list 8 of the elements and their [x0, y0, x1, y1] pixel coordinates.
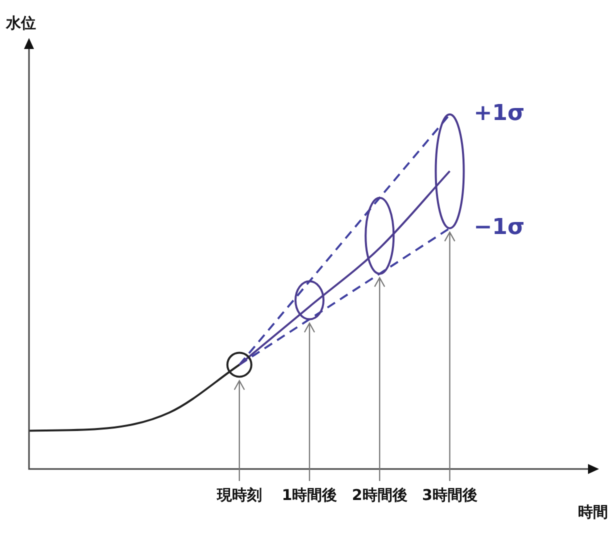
x-tick-label: 2時間後 [352, 486, 408, 504]
series-label: −1σ [474, 214, 525, 240]
x-tick-label: 1時間後 [282, 486, 338, 504]
x-tick-label: 現時刻 [216, 486, 262, 504]
x-tick-label: 3時間後 [422, 486, 478, 504]
x-axis-title: 時間 [578, 502, 608, 521]
text: 水位 [5, 14, 36, 32]
series-label: +1σ [474, 101, 525, 126]
